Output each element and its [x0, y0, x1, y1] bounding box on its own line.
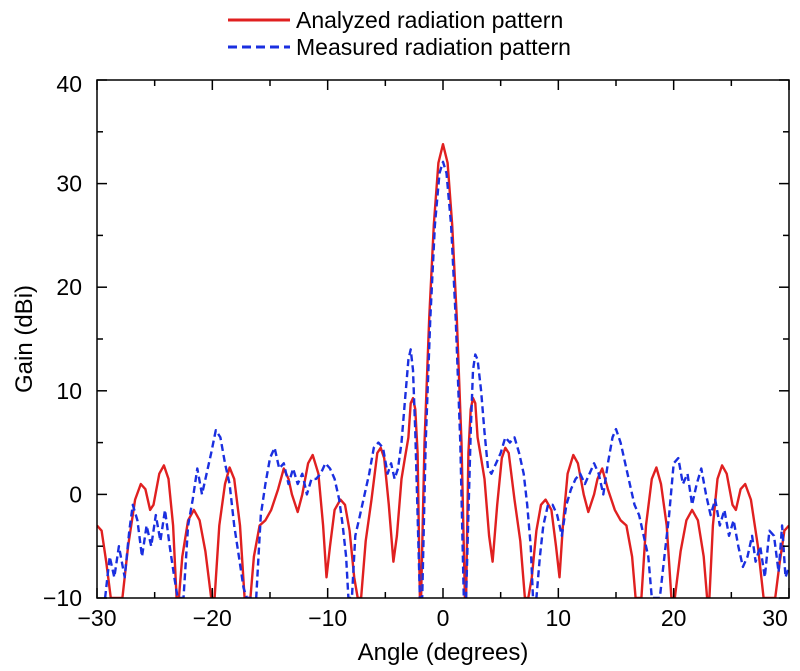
y-tick-label: 20 [56, 274, 82, 300]
y-tick-label: 40 [56, 71, 82, 97]
x-tick-label: 30 [762, 605, 788, 631]
x-tick-label: −30 [77, 605, 116, 631]
x-tick-label: 20 [661, 605, 687, 631]
x-tick-labels: −30 −20 −10 0 10 20 30 [77, 605, 787, 631]
y-tick-labels: −10 0 10 20 30 40 [43, 71, 82, 611]
x-tick-label: 0 [437, 605, 450, 631]
y-axis-label: Gain (dBi) [11, 285, 38, 393]
y-tick-label: 30 [56, 171, 82, 197]
y-tick-label: 10 [56, 378, 82, 404]
x-tick-label: −10 [308, 605, 347, 631]
x-tick-label: −20 [193, 605, 232, 631]
x-axis-label: Angle (degrees) [358, 639, 529, 666]
series-line-measured [103, 160, 789, 598]
x-tick-label: 10 [546, 605, 572, 631]
y-tick-label: −10 [43, 585, 82, 611]
legend-label-analyzed: Analyzed radiation pattern [296, 7, 563, 33]
y-tick-label: 0 [69, 481, 82, 507]
legend-label-measured: Measured radiation pattern [296, 34, 571, 60]
series-line-analyzed [97, 143, 789, 598]
legend: Analyzed radiation pattern Measured radi… [228, 7, 571, 60]
axis-ticks [96, 79, 790, 599]
